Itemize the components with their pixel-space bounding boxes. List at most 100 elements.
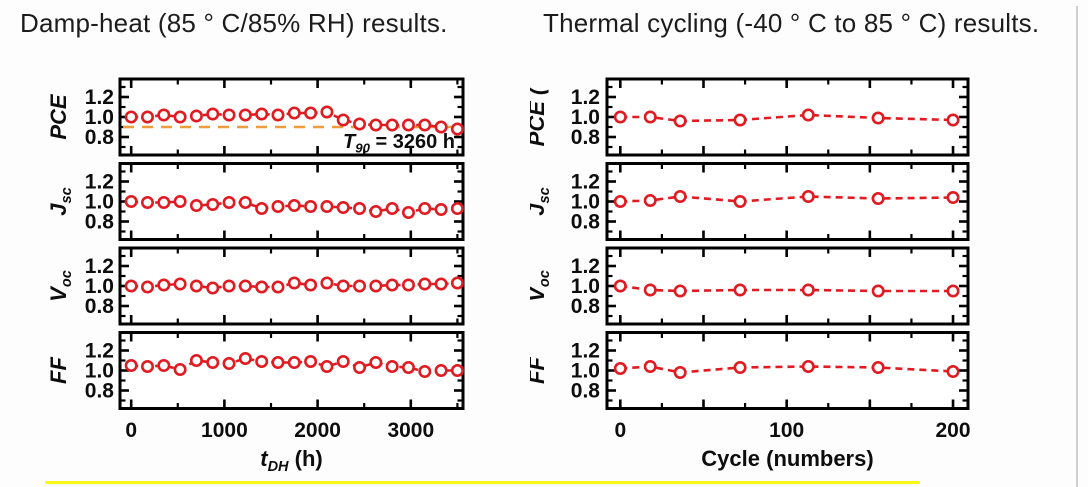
x-tick-label: 100 [769, 419, 804, 442]
data-point [369, 205, 383, 219]
panel-y-label: PCE ( [530, 85, 549, 146]
data-point [238, 351, 252, 365]
y-tick-label: 1.0 [571, 275, 600, 298]
data-point [320, 359, 334, 373]
data-point [871, 192, 885, 206]
data-point [206, 198, 220, 212]
data-point [733, 113, 747, 127]
panel-y-label: FF [46, 357, 71, 384]
panel-y-label: Jsc [46, 187, 75, 215]
y-tick-label: 1.2 [571, 171, 600, 194]
data-point [401, 360, 415, 374]
y-tick-label: 0.8 [85, 380, 115, 403]
data-point [189, 199, 203, 213]
data-point [434, 120, 448, 134]
data-point [336, 354, 350, 368]
data-point [643, 283, 657, 297]
data-point [173, 195, 187, 209]
data-point [434, 277, 448, 291]
data-point [401, 206, 415, 220]
panel-PCE: 1.21.00.8 PCE ( [530, 77, 970, 157]
data-point [401, 118, 415, 132]
data-point [613, 110, 627, 124]
data-point [320, 105, 334, 119]
x-tick-label: 1000 [201, 419, 248, 442]
panel-V: 1.21.00.8 Voc [46, 246, 465, 326]
data-point [643, 194, 657, 208]
data-point [157, 108, 171, 122]
data-point [946, 113, 960, 127]
y-tick-label: 1.0 [85, 275, 114, 298]
data-point [206, 107, 220, 121]
data-point [304, 106, 318, 120]
axis-frame [605, 246, 970, 326]
data-point [801, 108, 815, 122]
data-point [157, 196, 171, 210]
data-point [173, 277, 187, 291]
y-tick-label: 1.2 [571, 86, 600, 109]
data-point [140, 196, 154, 210]
data-point [946, 284, 960, 298]
data-point [369, 118, 383, 132]
thermal-cycling-title: Thermal cycling (-40 ° C to 85 ° C) resu… [543, 8, 1040, 38]
y-tick-label: 1.2 [85, 255, 114, 278]
data-point [271, 200, 285, 214]
y-tick-label: 1.0 [85, 106, 114, 129]
data-point [871, 360, 885, 374]
data-point [418, 118, 432, 132]
data-point [418, 202, 432, 216]
x-axis-label: tDH (h) [260, 446, 323, 475]
data-point [673, 190, 687, 204]
data-point [206, 355, 220, 369]
data-point [801, 190, 815, 204]
y-tick-label: 1.0 [85, 191, 114, 214]
y-tick-label: 1.0 [571, 191, 600, 214]
panel-FF: 1.21.00.8 FF [530, 331, 970, 410]
data-point [369, 279, 383, 293]
data-point [287, 276, 301, 290]
data-point [336, 279, 350, 293]
data-point [450, 202, 464, 216]
data-point [255, 107, 269, 121]
data-point [801, 283, 815, 297]
data-point [222, 108, 236, 122]
data-point [643, 110, 657, 124]
y-tick-label: 0.8 [571, 211, 601, 234]
data-point [418, 277, 432, 291]
data-point [320, 276, 334, 290]
data-point [385, 118, 399, 132]
data-point [238, 279, 252, 293]
data-point [140, 110, 154, 124]
x-axis-label: Cycle (numbers) [701, 446, 873, 471]
data-point [287, 355, 301, 369]
y-tick-label: 0.8 [85, 295, 115, 318]
data-point [304, 354, 318, 368]
data-point [124, 358, 138, 372]
data-point [320, 200, 334, 214]
x-tick-label: 200 [936, 419, 971, 442]
data-point [124, 110, 138, 124]
data-point [385, 202, 399, 216]
y-tick-label: 1.2 [85, 86, 114, 109]
x-tick-label: 2000 [294, 419, 341, 442]
data-point [434, 363, 448, 377]
data-point [157, 278, 171, 292]
data-point [353, 117, 367, 131]
data-point [353, 202, 367, 216]
data-point [287, 106, 301, 120]
data-point [304, 200, 318, 214]
x-tick-label: 0 [125, 419, 137, 442]
data-point [613, 195, 627, 209]
annotation-t90: T90 = 3260 h [343, 131, 455, 155]
data-point [255, 354, 269, 368]
data-point [124, 279, 138, 293]
data-point [369, 355, 383, 369]
panel-J: 1.21.00.8 Jsc [530, 162, 970, 241]
y-tick-label: 0.8 [571, 295, 601, 318]
data-point [733, 283, 747, 297]
panel-y-label: PCE [46, 93, 71, 140]
y-tick-label: 1.2 [571, 340, 600, 363]
damp-heat-title: Damp-heat (85 ° C/85% RH) results. [20, 8, 448, 38]
